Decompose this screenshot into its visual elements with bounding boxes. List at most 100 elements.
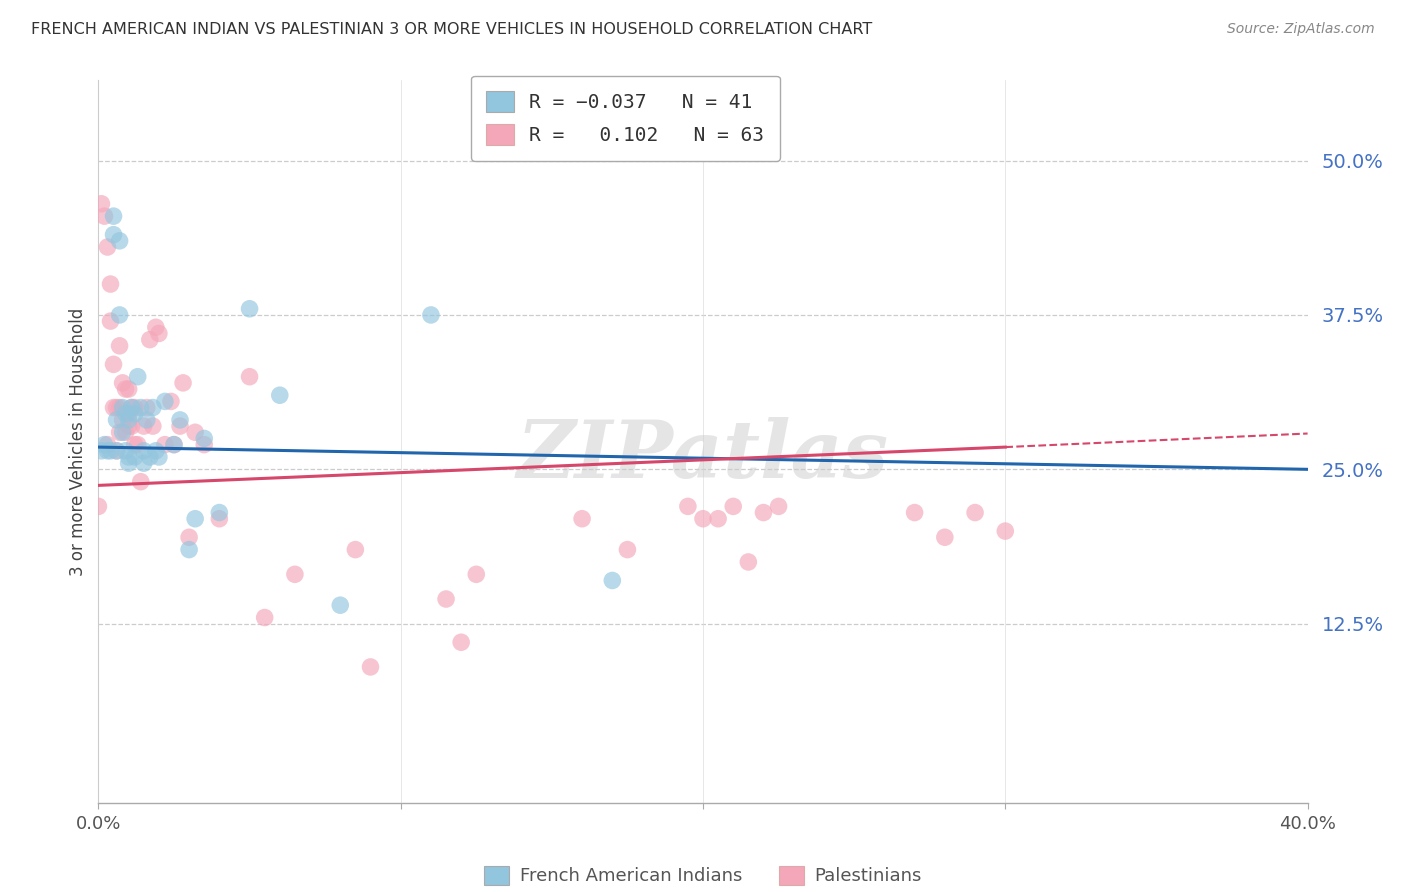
Point <box>129 475 152 489</box>
Point <box>965 506 987 520</box>
Point <box>723 500 745 514</box>
Point <box>118 419 141 434</box>
Point <box>96 437 118 451</box>
Point <box>153 394 176 409</box>
Point <box>145 320 167 334</box>
Point <box>127 369 149 384</box>
Point <box>114 443 136 458</box>
Point <box>103 227 125 242</box>
Point <box>239 301 262 316</box>
Point <box>100 277 122 291</box>
Point <box>208 512 231 526</box>
Point <box>129 401 152 415</box>
Point <box>135 401 157 415</box>
Point <box>111 376 134 390</box>
Point <box>752 506 775 520</box>
Point <box>676 500 699 514</box>
Point <box>602 574 624 588</box>
Point <box>239 369 262 384</box>
Point <box>87 500 110 514</box>
Point <box>253 610 276 624</box>
Point <box>179 542 201 557</box>
Point <box>121 401 143 415</box>
Point <box>193 437 215 451</box>
Point <box>93 437 115 451</box>
Point <box>132 456 155 470</box>
Point <box>450 635 472 649</box>
Point <box>96 443 118 458</box>
Point <box>100 314 122 328</box>
Point <box>127 437 149 451</box>
Point <box>145 443 167 458</box>
Point <box>108 401 131 415</box>
Point <box>193 432 215 446</box>
Point <box>160 394 183 409</box>
Point <box>179 530 201 544</box>
Point <box>132 443 155 458</box>
Point <box>139 333 162 347</box>
Point <box>344 542 367 557</box>
Point <box>121 401 143 415</box>
Point <box>172 376 194 390</box>
Point <box>163 437 186 451</box>
Y-axis label: 3 or more Vehicles in Household: 3 or more Vehicles in Household <box>69 308 87 575</box>
Point <box>103 209 125 223</box>
Point <box>169 413 191 427</box>
Point <box>90 196 112 211</box>
Point <box>148 450 170 464</box>
Point <box>184 425 207 440</box>
Point <box>360 660 382 674</box>
Point <box>269 388 291 402</box>
Point <box>100 443 122 458</box>
Point <box>135 413 157 427</box>
Point <box>114 425 136 440</box>
Point <box>118 450 141 464</box>
Point <box>465 567 488 582</box>
Point <box>108 339 131 353</box>
Point <box>103 357 125 371</box>
Point <box>169 419 191 434</box>
Point <box>737 555 759 569</box>
Point <box>692 512 714 526</box>
Point <box>90 443 112 458</box>
Point <box>707 512 730 526</box>
Point <box>111 401 134 415</box>
Point <box>124 437 146 451</box>
Point <box>96 240 118 254</box>
Point <box>114 407 136 421</box>
Point <box>124 450 146 464</box>
Point <box>118 382 141 396</box>
Point <box>124 407 146 421</box>
Point <box>108 234 131 248</box>
Point <box>208 506 231 520</box>
Text: Source: ZipAtlas.com: Source: ZipAtlas.com <box>1227 22 1375 37</box>
Text: FRENCH AMERICAN INDIAN VS PALESTINIAN 3 OR MORE VEHICLES IN HOUSEHOLD CORRELATIO: FRENCH AMERICAN INDIAN VS PALESTINIAN 3 … <box>31 22 872 37</box>
Point <box>118 407 141 421</box>
Point <box>105 413 128 427</box>
Point <box>108 308 131 322</box>
Point <box>284 567 307 582</box>
Point <box>768 500 790 514</box>
Point <box>148 326 170 341</box>
Point <box>571 512 593 526</box>
Point <box>118 413 141 427</box>
Point <box>108 425 131 440</box>
Point <box>139 450 162 464</box>
Point <box>132 419 155 434</box>
Point <box>153 437 176 451</box>
Point <box>163 437 186 451</box>
Point <box>118 456 141 470</box>
Point <box>329 598 352 612</box>
Point <box>105 443 128 458</box>
Point <box>105 443 128 458</box>
Point <box>934 530 956 544</box>
Text: ZIPatlas: ZIPatlas <box>517 417 889 495</box>
Point <box>142 401 165 415</box>
Point <box>93 209 115 223</box>
Point <box>616 542 638 557</box>
Point <box>184 512 207 526</box>
Point <box>111 413 134 427</box>
Point <box>994 524 1017 538</box>
Point <box>111 425 134 440</box>
Point <box>103 401 125 415</box>
